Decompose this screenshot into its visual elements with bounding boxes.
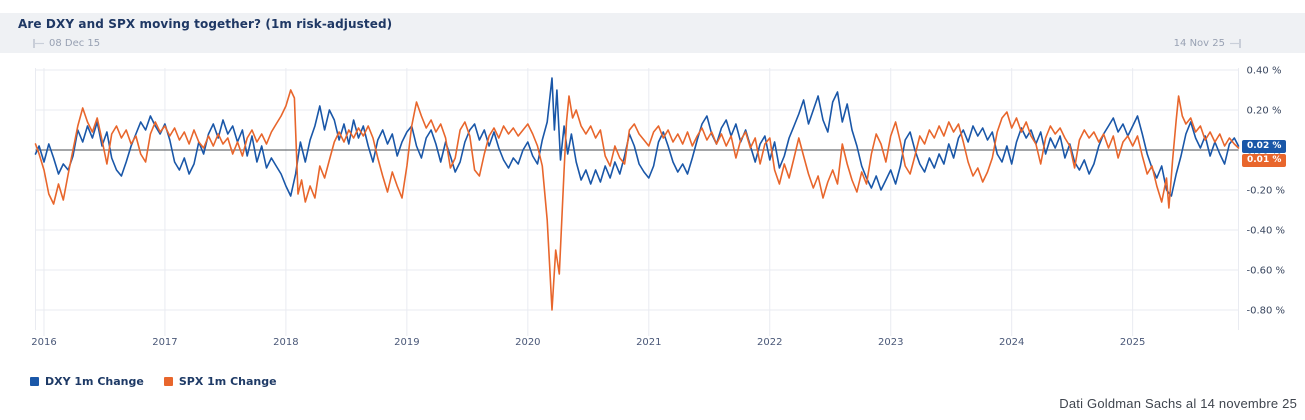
svg-text:2018: 2018	[273, 337, 298, 348]
svg-text:2017: 2017	[152, 337, 177, 348]
date-range-row: 08 Dec 15 14 Nov 25	[33, 38, 1241, 49]
svg-text:2016: 2016	[31, 337, 56, 348]
spx-swatch-icon	[163, 377, 173, 386]
chart-title: Are DXY and SPX moving together? (1m ris…	[18, 17, 393, 31]
svg-text:2023: 2023	[878, 337, 903, 348]
svg-text:2019: 2019	[394, 337, 419, 348]
chart-area: 2016 2017 2018 2019 2020 2021 2022 2023 2024 2025…	[0, 60, 1305, 360]
range-handle-left-icon	[33, 39, 44, 48]
svg-text:2021: 2021	[636, 337, 661, 348]
spx-value-badge: 0.01 %	[1242, 153, 1287, 167]
svg-text:-0.40 %: -0.40 %	[1247, 226, 1286, 237]
legend-item-spx[interactable]: SPX 1m Change	[163, 375, 277, 388]
range-start-label: 08 Dec 15	[49, 38, 101, 49]
svg-text:-0.80 %: -0.80 %	[1247, 306, 1286, 317]
svg-text:2022: 2022	[757, 337, 782, 348]
range-end-label: 14 Nov 25	[1173, 38, 1225, 49]
dxy-value-badge: 0.02 %	[1242, 139, 1287, 153]
legend-item-dxy[interactable]: DXY 1m Change	[30, 375, 144, 388]
range-end-handle[interactable]: 14 Nov 25	[1174, 38, 1241, 49]
source-note: Dati Goldman Sachs al 14 novembre 25	[1059, 396, 1297, 411]
svg-text:2024: 2024	[999, 337, 1024, 348]
legend: DXY 1m Change SPX 1m Change	[30, 375, 277, 388]
svg-text:-0.20 %: -0.20 %	[1247, 186, 1286, 197]
chart-svg[interactable]: 2016 2017 2018 2019 2020 2021 2022 2023 2024 2025…	[0, 60, 1305, 360]
svg-text:2020: 2020	[515, 337, 540, 348]
svg-text:0.40 %: 0.40 %	[1247, 66, 1282, 77]
dxy-swatch-icon	[30, 377, 39, 386]
legend-label-spx: SPX 1m Change	[178, 375, 277, 388]
chart-header: Are DXY and SPX moving together? (1m ris…	[0, 13, 1305, 53]
svg-text:2025: 2025	[1120, 337, 1145, 348]
legend-label-dxy: DXY 1m Change	[45, 375, 144, 388]
range-handle-right-icon	[1230, 39, 1241, 48]
svg-text:0.20 %: 0.20 %	[1247, 106, 1282, 117]
svg-text:-0.60 %: -0.60 %	[1247, 266, 1286, 277]
range-start-handle[interactable]: 08 Dec 15	[33, 38, 100, 49]
